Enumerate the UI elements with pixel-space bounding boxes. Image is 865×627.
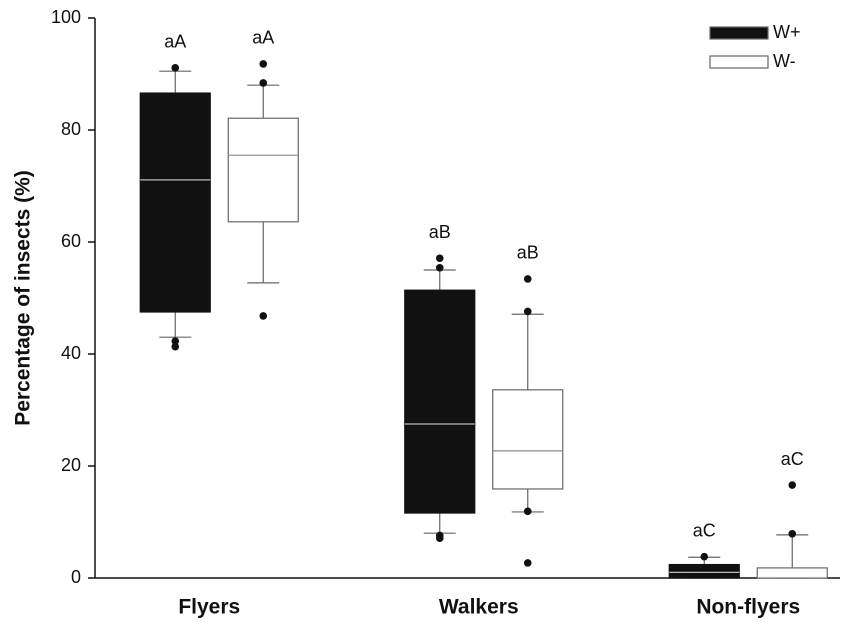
y-axis-label: Percentage of insects (%) <box>12 170 35 426</box>
outlier <box>259 79 268 87</box>
annotation: aA <box>164 32 186 52</box>
box <box>139 92 211 313</box>
x-tick-label: Walkers <box>439 596 519 619</box>
outlier <box>259 60 268 68</box>
box <box>756 567 828 579</box>
outlier <box>788 529 797 538</box>
x-tick-label: Flyers <box>178 596 240 619</box>
legend-swatch <box>709 26 769 40</box>
y-tick-label: 100 <box>51 7 81 27</box>
legend-label: W+ <box>773 22 801 42</box>
outlier <box>523 507 532 516</box>
box <box>227 117 299 223</box>
outlier <box>435 254 444 263</box>
outlier <box>171 342 180 351</box>
outlier <box>523 275 532 283</box>
legend-swatch <box>709 55 769 69</box>
x-tick-label: Non-flyers <box>696 596 800 619</box>
outlier <box>523 307 532 316</box>
y-tick-label: 0 <box>71 567 81 587</box>
outlier <box>523 559 532 567</box>
legend-label: W- <box>773 51 796 71</box>
annotation: aC <box>693 520 716 540</box>
box <box>668 563 740 579</box>
box <box>404 289 476 514</box>
annotation: aB <box>517 243 539 263</box>
annotation: aA <box>252 28 274 48</box>
box <box>492 389 564 490</box>
outlier <box>435 263 444 272</box>
outlier <box>788 481 797 489</box>
outlier <box>435 534 444 543</box>
outlier <box>259 312 268 320</box>
annotation: aB <box>429 222 451 242</box>
outlier <box>700 552 709 561</box>
y-tick-label: 40 <box>61 343 81 363</box>
outlier <box>171 64 180 72</box>
y-tick-label: 80 <box>61 119 81 139</box>
annotation: aC <box>781 449 804 469</box>
y-tick-label: 60 <box>61 231 81 251</box>
y-tick-label: 20 <box>61 455 81 475</box>
outlier <box>171 337 180 345</box>
